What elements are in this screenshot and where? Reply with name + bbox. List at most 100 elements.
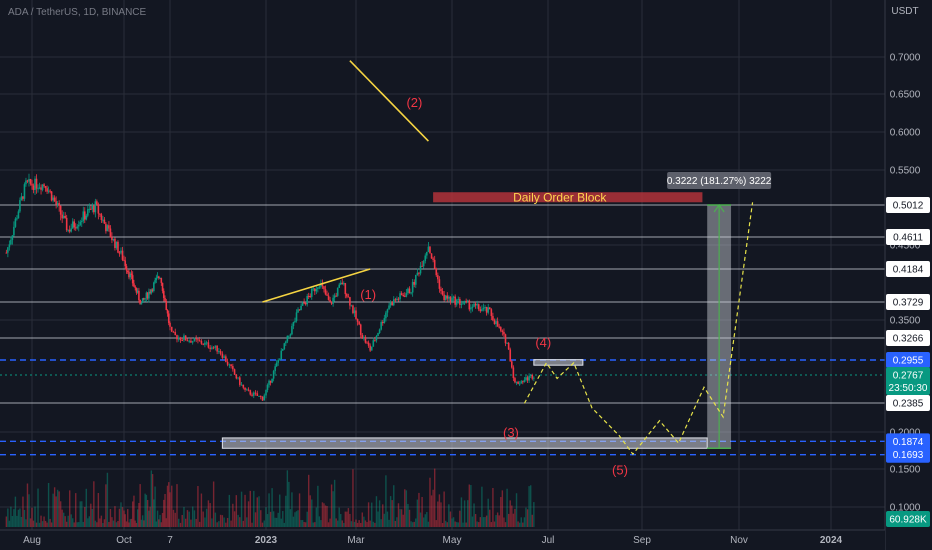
volume-bar: [517, 521, 519, 527]
candle-body: [310, 288, 313, 297]
candle-body: [372, 340, 375, 347]
volume-bar: [344, 511, 347, 527]
volume-bar: [441, 522, 444, 527]
volume-bar: [132, 501, 134, 527]
volume-bar: [369, 520, 371, 527]
candle-body: [493, 320, 496, 325]
volume-bar: [419, 512, 422, 527]
volume-bar: [366, 522, 368, 527]
order-block-label: Daily Order Block: [513, 190, 607, 204]
candle-body: [295, 312, 298, 321]
volume-bar: [377, 511, 379, 527]
candle-body: [146, 292, 149, 299]
candle-body: [349, 297, 351, 306]
volume-bar: [528, 486, 530, 527]
candle-body: [19, 200, 21, 212]
candle-body: [407, 288, 409, 294]
volume-bar: [451, 518, 453, 527]
candle-body: [263, 395, 266, 401]
volume-bar: [397, 503, 400, 527]
candle-body: [385, 312, 387, 319]
candle-body: [408, 288, 411, 294]
candle-body: [169, 322, 171, 327]
volume-bar: [258, 496, 260, 527]
volume-bar: [321, 502, 324, 527]
volume-bar: [282, 511, 284, 527]
candle-body: [449, 296, 452, 302]
candle-body: [198, 340, 201, 342]
volume-bar: [218, 521, 220, 527]
volume-bar: [275, 517, 278, 527]
candle-body: [77, 224, 80, 227]
candle-body: [274, 366, 276, 372]
volume-bar: [304, 522, 307, 527]
volume-bar: [501, 490, 504, 527]
candle-body: [440, 288, 442, 292]
volume-bar: [514, 508, 516, 527]
volume-bar: [35, 522, 38, 527]
candle-body: [392, 299, 395, 306]
candle-body: [277, 360, 280, 363]
candle-body: [97, 204, 100, 214]
candle-body: [514, 378, 516, 383]
candle-body: [129, 273, 132, 278]
candle-body: [261, 396, 264, 401]
candle-body: [61, 214, 63, 219]
trendlines[interactable]: [262, 60, 429, 303]
volume-bar: [88, 516, 91, 527]
volume-bar: [294, 512, 296, 527]
volume-bar: [195, 518, 197, 527]
candle-body: [111, 237, 113, 241]
volume-bar: [355, 519, 357, 527]
volume-bar: [155, 521, 158, 527]
candle-body: [457, 299, 460, 301]
candle-body: [65, 217, 68, 231]
volume-bar: [462, 522, 464, 527]
candle-body: [353, 310, 356, 314]
candle-body: [128, 271, 130, 278]
volume-bar: [523, 517, 526, 527]
volume-bar: [448, 504, 450, 527]
candle-body: [26, 180, 29, 182]
candle-body: [71, 221, 74, 229]
candle-body: [44, 185, 47, 189]
volume-bar: [55, 496, 57, 527]
volume-bar: [118, 508, 121, 527]
candle-body: [16, 218, 18, 220]
volume-bar: [429, 477, 431, 527]
volume-bar: [108, 521, 110, 527]
volume-bar: [317, 485, 319, 527]
candle-body: [242, 384, 245, 388]
volume-bar: [53, 487, 56, 527]
candle-body: [321, 283, 324, 287]
candle-body: [59, 205, 62, 215]
volume-bar: [533, 502, 535, 527]
candle-body: [329, 299, 331, 302]
volume-bar: [198, 521, 201, 527]
candle-body: [43, 184, 45, 186]
candle-body: [50, 191, 53, 201]
candle-body: [5, 252, 8, 254]
volume-bar: [179, 522, 182, 527]
candle-body: [228, 364, 231, 366]
volume-bar: [76, 522, 78, 527]
volume-bar: [146, 500, 149, 527]
candle-body: [102, 219, 104, 221]
volume-bar: [413, 521, 415, 527]
trendline: [349, 60, 429, 142]
candle-body: [239, 377, 241, 385]
volume-bar: [272, 511, 275, 527]
candle-body: [20, 196, 23, 201]
resistance-zone[interactable]: [533, 359, 584, 366]
volume-bar: [190, 519, 192, 527]
order-block-box[interactable]: [433, 192, 703, 203]
candle-body: [226, 361, 229, 365]
projection-path[interactable]: [523, 202, 754, 456]
support-zone[interactable]: [221, 437, 708, 449]
candle-body: [99, 213, 101, 215]
volume-bar: [487, 498, 489, 527]
candle-body: [114, 238, 116, 248]
volume-bar: [19, 508, 21, 527]
